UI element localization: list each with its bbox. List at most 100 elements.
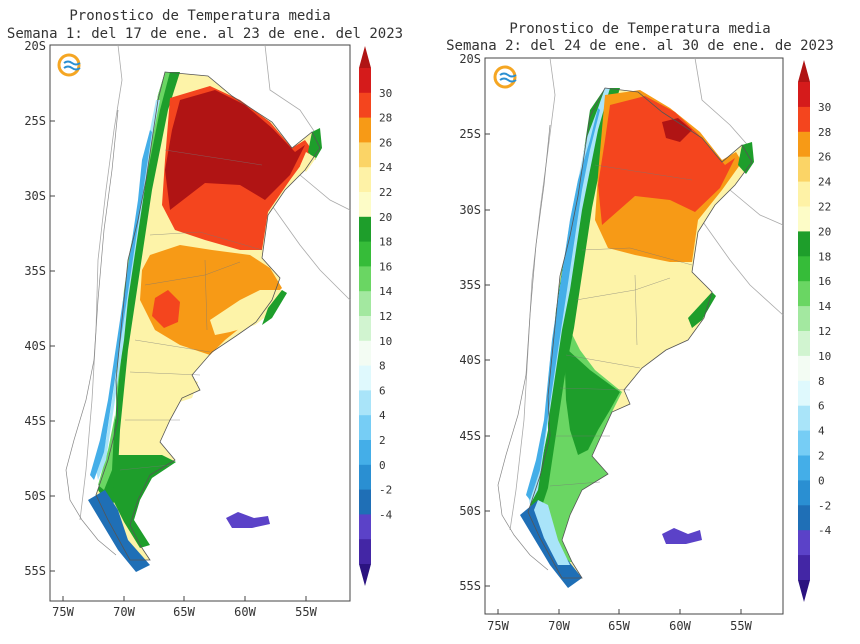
colorbar-label: 30 <box>818 101 831 114</box>
colorbar-top-arrow <box>359 46 371 68</box>
colorbar-swatch <box>359 340 371 367</box>
colorbar-swatch <box>798 455 810 481</box>
lon-label: 55W <box>295 605 317 619</box>
lat-label: 40S <box>24 339 46 353</box>
lat-label: 55S <box>459 579 481 593</box>
colorbar-swatch <box>798 231 810 257</box>
smn-logo-icon <box>493 65 517 89</box>
colorbar-label: 20 <box>818 225 831 238</box>
colorbar-label: -4 <box>818 524 832 537</box>
lat-label: 20S <box>459 52 481 66</box>
lon-label: 65W <box>608 619 630 633</box>
colorbar-swatch <box>359 464 371 491</box>
colorbar-label: 2 <box>379 434 386 447</box>
colorbar-swatch <box>798 131 810 158</box>
neighbor-borders <box>509 57 784 531</box>
colorbar-label: 28 <box>818 126 831 139</box>
colorbar-label: 0 <box>379 459 386 472</box>
colorbar-label: -2 <box>379 484 392 497</box>
colorbar-swatch <box>798 181 810 207</box>
title-line2: Semana 1: del 17 de ene. al 23 de ene. d… <box>7 26 403 42</box>
colorbar-swatch <box>359 539 371 565</box>
colorbar-label: 6 <box>379 384 386 397</box>
chile-coastline <box>497 124 551 571</box>
colorbar-swatch <box>798 156 810 183</box>
lat-label: 25S <box>24 114 46 128</box>
colorbar-swatch <box>798 530 810 556</box>
colorbar-swatch <box>798 430 810 456</box>
colorbar-label: 26 <box>818 151 831 164</box>
lon-label: 70W <box>113 605 135 619</box>
colorbar-label: 8 <box>818 375 825 388</box>
colorbar-label: 22 <box>379 186 392 199</box>
colorbar-label: 10 <box>818 350 831 363</box>
lat-label: 30S <box>24 189 46 203</box>
colorbar-swatch <box>359 514 371 540</box>
lat-label: 45S <box>459 429 481 443</box>
colorbar-swatch <box>798 405 810 432</box>
lon-label: 75W <box>52 605 74 619</box>
lat-label: 35S <box>459 278 481 292</box>
colorbar-label: 24 <box>379 161 393 174</box>
colorbar-swatch <box>798 106 810 133</box>
colorbar-label: 16 <box>379 260 392 273</box>
argentina-outline <box>95 71 321 561</box>
lat-label: 55S <box>24 564 46 578</box>
colorbar-bottom-arrow <box>359 564 371 586</box>
colorbar-label: 12 <box>818 325 831 338</box>
lon-label: 60W <box>234 605 256 619</box>
colorbar-swatch <box>798 331 810 357</box>
colorbar-label: 30 <box>379 87 392 100</box>
lat-label: 50S <box>24 489 46 503</box>
lon-label: 55W <box>730 619 752 633</box>
colorbar-label: -2 <box>818 499 831 512</box>
lat-label: 30S <box>459 203 481 217</box>
colorbar-swatch <box>798 82 810 108</box>
colorbar-label: 4 <box>379 409 386 422</box>
colorbar-swatch <box>798 306 810 332</box>
lat-axis: 20S 25S 30S 35S 40S 45S 50S 55S <box>24 39 55 578</box>
argentina-outline <box>527 87 753 579</box>
map-week2: Pronostico de Temperatura media Semana 2… <box>446 21 834 633</box>
colorbar-label: 2 <box>818 450 825 463</box>
colorbar-swatch <box>798 505 810 531</box>
lon-label: 65W <box>173 605 195 619</box>
colorbar-label: 16 <box>818 275 831 288</box>
colorbar-top-arrow <box>798 60 810 82</box>
colorbar-swatch <box>359 192 371 218</box>
colorbar-label: -4 <box>379 508 393 521</box>
colorbar-label: 26 <box>379 136 392 149</box>
colorbar-swatch <box>359 440 371 466</box>
colorbar-swatch <box>359 167 371 193</box>
colorbar-bottom-arrow <box>798 580 810 602</box>
lat-label: 40S <box>459 353 481 367</box>
colorbar-label: 24 <box>818 176 832 189</box>
lat-label: 35S <box>24 264 46 278</box>
colorbar-label: 14 <box>379 285 393 298</box>
map-week1: Pronostico de Temperatura media Semana 1… <box>7 8 403 619</box>
colorbar-label: 18 <box>379 236 392 249</box>
colorbar-label: 0 <box>818 474 825 487</box>
colorbar-swatch <box>359 241 371 267</box>
colorbar-swatch <box>359 316 371 342</box>
colorbar-swatch <box>798 480 810 506</box>
colorbar-swatch <box>359 142 371 168</box>
temperature-field <box>520 88 754 588</box>
chile-coastline <box>65 109 119 556</box>
colorbar-swatch <box>359 291 371 317</box>
lat-label: 20S <box>24 39 46 53</box>
colorbar-swatch <box>798 206 810 232</box>
colorbar-swatch <box>798 555 810 581</box>
colorbar-label: 28 <box>379 112 392 125</box>
colorbar-swatch <box>359 489 371 515</box>
colorbar-label: 18 <box>818 250 831 263</box>
lat-label: 25S <box>459 127 481 141</box>
lon-axis: 75W 70W 65W 60W 55W <box>487 609 753 633</box>
colorbar-label: 10 <box>379 335 392 348</box>
colorbar-swatch <box>359 92 371 119</box>
colorbar-swatch <box>798 281 810 307</box>
lon-label: 75W <box>487 619 509 633</box>
colorbar-label: 14 <box>818 300 832 313</box>
